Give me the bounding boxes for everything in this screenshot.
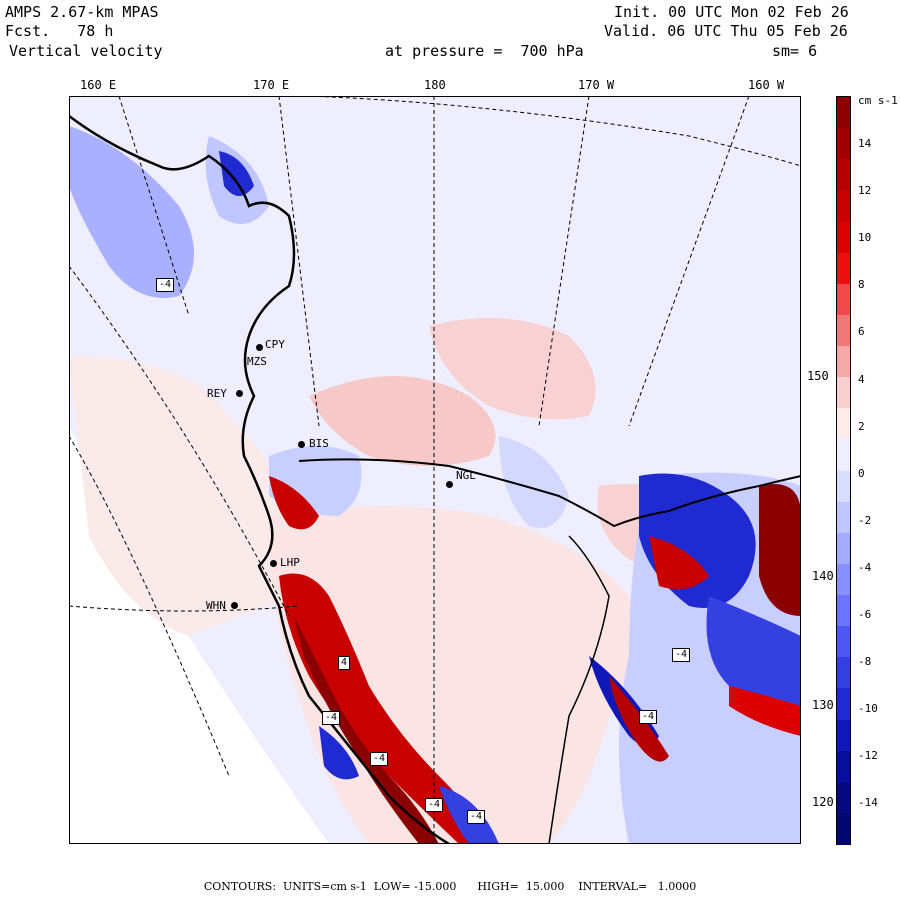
- colorbar-tick-label: 12: [858, 184, 872, 198]
- colorbar-segment: [837, 563, 850, 596]
- minmax-marker: 4: [338, 656, 351, 670]
- strong-positive-area: [279, 573, 489, 844]
- colorbar-segment: [837, 626, 850, 658]
- colorbar-segment: [837, 470, 850, 503]
- colorbar-tick-label: -12: [858, 749, 878, 763]
- shelf-boundary: [548, 535, 610, 844]
- lon-tick: 170 W: [578, 78, 615, 92]
- colorbar-tick-label: 10: [858, 231, 872, 245]
- station-label: LHP: [280, 556, 300, 569]
- lon-tick: 160 E: [80, 78, 117, 92]
- map-border: [69, 96, 801, 844]
- colorbar-segment: [837, 252, 850, 285]
- colorbar-segment: [837, 719, 850, 752]
- colorbar-segment: [837, 159, 850, 191]
- station-dot: [270, 560, 277, 567]
- colorbar-segment: [837, 657, 850, 689]
- lon-tick: 180: [424, 78, 446, 92]
- lon-tick: 170 E: [253, 78, 290, 92]
- colorbar-segment: [837, 283, 850, 316]
- colorbar-segment: [837, 97, 850, 129]
- weak-positive-area: [429, 318, 596, 420]
- colorbar-segment: [837, 750, 850, 783]
- colorbar-segment: [837, 688, 850, 720]
- colorbar-segment: [837, 439, 850, 471]
- colorbar-tick-label: 6: [858, 325, 865, 339]
- colorbar-segment: [837, 314, 850, 347]
- strong-negative-area: [706, 596, 801, 716]
- colorbar: [836, 96, 851, 845]
- pressure-level: at pressure = 700 hPa: [385, 42, 584, 60]
- colorbar-segment: [837, 595, 850, 627]
- minmax-marker: -4: [672, 648, 691, 662]
- minmax-marker: -4: [156, 278, 175, 292]
- outside-domain: [69, 426, 329, 844]
- colorbar-segment: [837, 190, 850, 222]
- colorbar-tick-label: -2: [858, 513, 872, 527]
- colorbar-segment: [837, 346, 850, 378]
- strong-positive-area: [729, 686, 801, 736]
- colorbar-tick-label: -14: [858, 796, 878, 810]
- station-label: MZS: [247, 355, 267, 368]
- strong-positive-area: [759, 484, 801, 616]
- colorbar-tick-label: 8: [858, 278, 865, 292]
- minmax-marker: -4: [425, 798, 444, 812]
- minmax-marker: -4: [370, 752, 389, 766]
- colorbar-segment: [837, 532, 850, 565]
- graticule: [69, 96, 801, 844]
- station-dot: [298, 441, 305, 448]
- weak-positive-area: [69, 356, 309, 636]
- colorbar-segment: [837, 501, 850, 534]
- contour-info: CONTOURS: UNITS=cm s-1 LOW= -15.000 HIGH…: [203, 880, 697, 893]
- station-label: REY: [207, 387, 227, 400]
- lon-tick: 160 W: [748, 78, 785, 92]
- model-title: AMPS 2.67-km MPAS: [5, 3, 159, 21]
- strong-positive-area: [294, 616, 439, 844]
- weak-positive-area: [309, 376, 496, 466]
- variable-name: Vertical velocity: [9, 42, 163, 60]
- station-dot: [256, 344, 263, 351]
- smoothing: sm= 6: [772, 42, 818, 60]
- valid-time: Valid. 06 UTC Thu 05 Feb 26: [604, 22, 848, 40]
- station-label: BIS: [309, 437, 329, 450]
- strong-positive-area: [269, 476, 319, 530]
- init-time: Init. 00 UTC Mon 02 Feb 26: [614, 3, 849, 21]
- minmax-marker: -4: [639, 710, 658, 724]
- colorbar-tick-label: -8: [858, 655, 872, 669]
- colorbar-tick-label: 2: [858, 419, 865, 433]
- colorbar-segment: [837, 812, 850, 845]
- strong-negative-area: [219, 151, 254, 196]
- station-label: NGL: [456, 469, 476, 482]
- colorbar-segment: [837, 408, 850, 440]
- colorbar-tick-label: 14: [858, 137, 872, 150]
- colorbar-tick-label: -6: [858, 608, 872, 621]
- colorbar-tick-label: -10: [858, 702, 878, 716]
- negative-area: [69, 126, 194, 298]
- station-dot: [231, 602, 238, 609]
- colorbar-tick-label: -4: [858, 560, 872, 574]
- colorbar-segment: [837, 377, 850, 409]
- negative-area: [499, 436, 569, 528]
- ice-shelf-edge: [298, 458, 801, 528]
- colorbar-segment: [837, 128, 850, 160]
- minmax-marker: -4: [467, 810, 486, 824]
- station-dot: [236, 390, 243, 397]
- station-label: WHN: [206, 599, 226, 612]
- coastline: [69, 114, 450, 844]
- colorbar-segment: [837, 781, 850, 814]
- strong-negative-area: [319, 726, 359, 780]
- colorbar-tick-label: 4: [858, 372, 865, 386]
- station-dot: [446, 481, 453, 488]
- colorbar-tick-label: 0: [858, 466, 865, 480]
- colorbar-units: cm s-1: [858, 94, 898, 107]
- station-label: CPY: [265, 338, 285, 351]
- map-panel: [69, 96, 801, 844]
- minmax-marker: -4: [322, 711, 341, 725]
- forecast-hour: Fcst. 78 h: [5, 22, 114, 40]
- strong-positive-area: [649, 536, 709, 590]
- colorbar-segment: [837, 221, 850, 254]
